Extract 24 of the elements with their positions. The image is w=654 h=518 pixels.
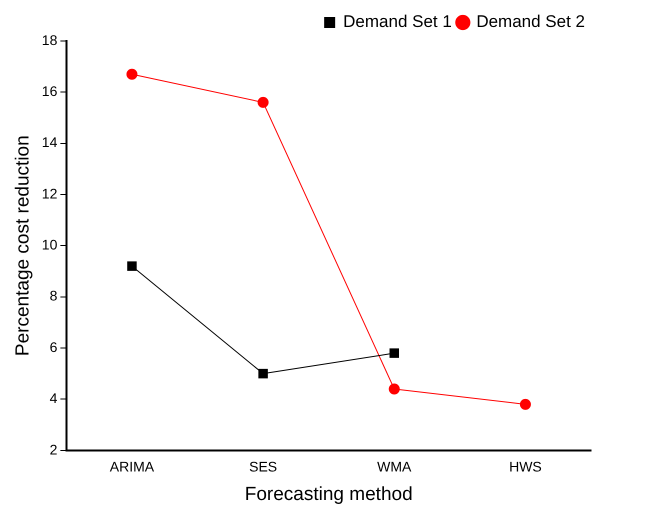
point [388,383,400,394]
y-tick-label: 14 [42,134,58,150]
y-tick-label: 8 [50,288,58,304]
y-tick-label: 2 [50,441,58,458]
y-tick-label: 6 [50,338,58,355]
x-tick-label: HWS [509,458,542,475]
y-tick-label: 18 [42,32,58,48]
y-tick-label: 12 [42,185,58,202]
point [126,68,138,80]
x-axis-title: Forecasting method [244,484,413,505]
y-tick-label: 4 [50,390,58,406]
point [390,348,400,358]
legend-label: Demand Set 2 [476,12,586,32]
point [520,398,531,410]
y-axis-title: Percentage cost reduction [12,135,34,356]
legend-label: Demand Set 1 [343,12,452,32]
point [258,368,268,378]
x-tick-label: ARIMA [110,458,155,475]
x-tick-label: SES [249,458,278,475]
x-tick-label: WMA [377,458,412,475]
y-tick-label: 10 [42,236,58,253]
y-tick-label: 16 [42,83,58,100]
point [127,261,137,271]
point [258,96,269,108]
